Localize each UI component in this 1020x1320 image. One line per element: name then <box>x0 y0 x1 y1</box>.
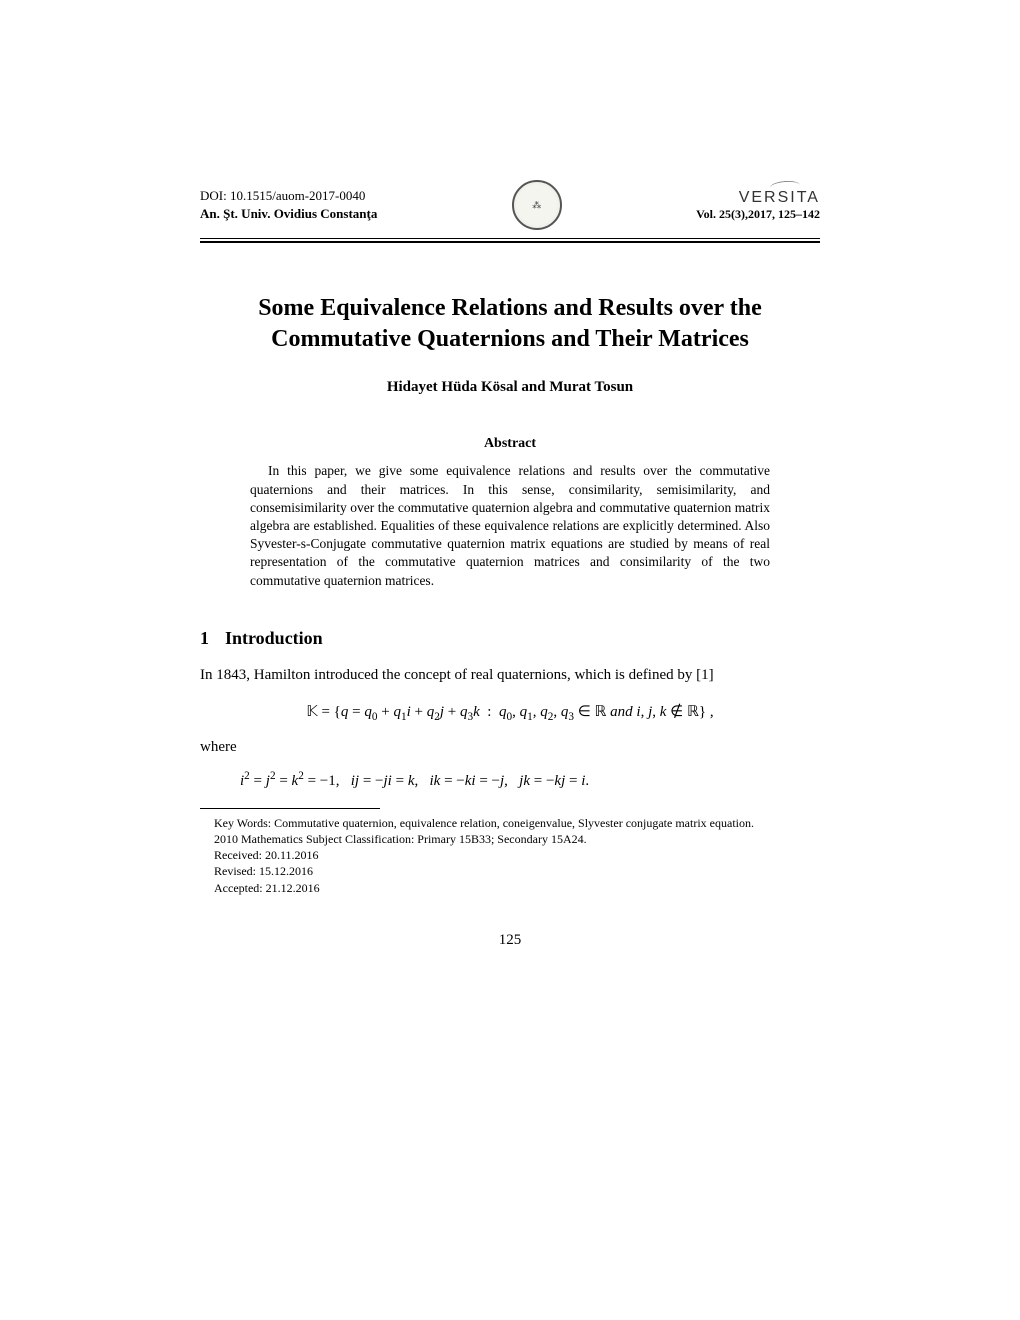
where-label: where <box>200 737 820 758</box>
publisher-logo: VERSITA <box>696 189 820 207</box>
doi-text: DOI: 10.1515/auom-2017-0040 <box>200 187 377 205</box>
equation-quaternion-rules: i2 = j2 = k2 = −1, ij = −ji = k, ik = −k… <box>240 770 820 790</box>
section-number: 1 <box>200 628 209 648</box>
abstract-heading: Abstract <box>200 436 820 452</box>
seal-icon-inner: ⁂ <box>532 200 541 211</box>
page-number: 125 <box>200 932 820 949</box>
volume-info: Vol. 25(3),2017, 125–142 <box>696 207 820 222</box>
paper-title: Some Equivalence Relations and Results o… <box>200 293 820 355</box>
footnote-rule <box>200 808 380 809</box>
section-title: Introduction <box>225 628 323 648</box>
header-rule-thin <box>200 238 820 239</box>
paper-header: DOI: 10.1515/auom-2017-0040 An. Şt. Univ… <box>200 180 820 230</box>
footnote-classification: 2010 Mathematics Subject Classification:… <box>200 831 820 847</box>
abstract-text: In this paper, we give some equivalence … <box>250 462 770 590</box>
section-1-heading: 1 Introduction <box>200 628 820 649</box>
footnote-keywords: Key Words: Commutative quaternion, equiv… <box>200 815 820 831</box>
header-rule-thick <box>200 241 820 243</box>
intro-paragraph: In 1843, Hamilton introduced the concept… <box>200 665 820 686</box>
equation-quaternion-set: 𝕂 = {q = q0 + q1i + q2j + q3k : q0, q1, … <box>200 702 820 723</box>
header-right: VERSITA Vol. 25(3),2017, 125–142 <box>696 189 820 222</box>
journal-name: An. Şt. Univ. Ovidius Constanţa <box>200 205 377 223</box>
footnote-accepted: Accepted: 21.12.2016 <box>200 880 820 896</box>
paper-authors: Hidayet Hüda Kösal and Murat Tosun <box>200 379 820 396</box>
footnotes: Key Words: Commutative quaternion, equiv… <box>200 815 820 896</box>
footnote-revised: Revised: 15.12.2016 <box>200 863 820 879</box>
header-left: DOI: 10.1515/auom-2017-0040 An. Şt. Univ… <box>200 187 377 223</box>
footnote-received: Received: 20.11.2016 <box>200 847 820 863</box>
seal-icon: ⁂ <box>512 180 562 230</box>
